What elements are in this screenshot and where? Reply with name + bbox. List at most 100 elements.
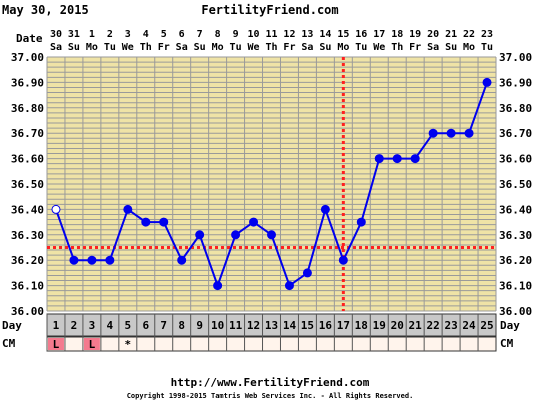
day-number: 13 <box>265 319 278 332</box>
data-point <box>177 255 187 265</box>
day-number: 3 <box>89 319 96 332</box>
day-number: 12 <box>247 319 260 332</box>
y-tick-left: 36.20 <box>11 254 44 267</box>
cm-value: * <box>125 338 132 351</box>
day-number: 16 <box>319 319 333 332</box>
day-number: 6 <box>142 319 149 332</box>
data-point <box>141 217 151 227</box>
data-point <box>284 281 294 291</box>
day-number: 17 <box>337 319 350 332</box>
date-label: 11 <box>265 29 277 40</box>
data-point <box>159 217 169 227</box>
date-label: 7 <box>197 29 203 40</box>
data-point <box>213 281 223 291</box>
data-point <box>446 128 456 138</box>
y-tick-right: 36.50 <box>499 178 532 191</box>
day-number: 22 <box>427 319 440 332</box>
cm-row-label: CM <box>2 337 16 350</box>
day-number: 15 <box>301 319 314 332</box>
y-tick-left: 37.00 <box>11 51 44 64</box>
weekday-label: Th <box>391 42 403 53</box>
weekday-label: Sa <box>427 42 439 53</box>
date-label: 31 <box>68 29 80 40</box>
date-label: 17 <box>373 29 385 40</box>
y-tick-left: 36.80 <box>11 102 44 115</box>
weekday-label: Su <box>68 42 80 53</box>
y-tick-left: 36.90 <box>11 76 44 89</box>
y-tick-left: 36.60 <box>11 153 44 166</box>
data-point <box>123 204 133 214</box>
day-number: 23 <box>444 319 457 332</box>
data-point <box>302 268 312 278</box>
weekday-label: Fr <box>158 42 170 53</box>
weekday-label: Mo <box>86 42 98 53</box>
data-point <box>267 230 276 240</box>
day-number: 11 <box>229 319 243 332</box>
date-row-label: Date <box>16 32 43 45</box>
data-point <box>428 128 438 138</box>
y-tick-right: 37.00 <box>499 51 532 64</box>
date-label: 22 <box>463 29 475 40</box>
y-tick-left: 36.00 <box>11 305 44 318</box>
day-number: 18 <box>355 319 368 332</box>
date-label: 12 <box>283 29 295 40</box>
weekday-label: Mo <box>337 42 349 53</box>
y-tick-left: 36.40 <box>11 203 44 216</box>
weekday-label: Mo <box>212 42 224 53</box>
data-point <box>231 230 241 240</box>
date-label: 10 <box>248 29 260 40</box>
footer-url: http://www.FertilityFriend.com <box>171 376 370 389</box>
axis-labels: 36.00 36.00 36.10 36.10 36.20 36.20 36.30 36.30… <box>11 51 532 318</box>
data-point <box>320 204 330 214</box>
y-tick-right: 36.80 <box>499 102 532 115</box>
date-label: 16 <box>355 29 367 40</box>
weekday-label: We <box>248 42 260 53</box>
y-tick-left: 36.50 <box>11 178 44 191</box>
day-number: 21 <box>409 319 423 332</box>
data-point <box>51 204 61 214</box>
date-label: 5 <box>161 29 167 40</box>
date-label: 6 <box>179 29 185 40</box>
day-number: 24 <box>462 319 476 332</box>
date-label: 21 <box>445 29 457 40</box>
weekday-label: We <box>373 42 385 53</box>
weekday-label: Mo <box>463 42 475 53</box>
weekday-label: Tu <box>481 42 493 53</box>
site-name: FertilityFriend.com <box>201 3 338 17</box>
date-label: 19 <box>409 29 421 40</box>
date-header: 30 Sa 31 Su 1 Mo 2 Tu 3 We 4 Th 5 Fr 6 Sa 7 Su 8 Mo 9 Tu 10 We 1… <box>50 29 493 53</box>
cm-row-label-right: CM <box>500 337 514 350</box>
date-label: 2 <box>107 29 113 40</box>
date-label: 23 <box>481 29 493 40</box>
y-tick-left: 36.10 <box>11 280 44 293</box>
chart-date: May 30, 2015 <box>2 3 89 17</box>
y-tick-right: 36.70 <box>499 127 532 140</box>
date-label: 20 <box>427 29 439 40</box>
data-point <box>105 255 115 265</box>
weekday-label: Sa <box>176 42 188 53</box>
weekday-label: Sa <box>50 42 62 53</box>
data-point <box>249 217 259 227</box>
weekday-label: Fr <box>283 42 295 53</box>
y-tick-right: 36.20 <box>499 254 532 267</box>
weekday-label: Tu <box>104 42 116 53</box>
day-number: 20 <box>391 319 404 332</box>
cm-value: L <box>53 338 60 351</box>
date-label: 1 <box>89 29 95 40</box>
date-label: 3 <box>125 29 131 40</box>
data-point <box>87 255 97 265</box>
date-label: 13 <box>301 29 313 40</box>
data-point <box>374 154 384 164</box>
y-tick-right: 36.10 <box>499 280 532 293</box>
date-label: 8 <box>215 29 221 40</box>
day-cm-rows: 1L2 3L4 5*6 7 8 9 10 11 12 13 14 15 16 17 18 19 20 21 22 23… <box>46 313 497 352</box>
data-point <box>69 255 79 265</box>
day-number: 2 <box>71 319 78 332</box>
weekday-label: Tu <box>230 42 242 53</box>
weekday-label: Tu <box>355 42 367 53</box>
y-tick-left: 36.30 <box>11 229 44 242</box>
date-label: 18 <box>391 29 403 40</box>
weekday-label: Th <box>265 42 277 53</box>
weekday-label: Su <box>319 42 331 53</box>
